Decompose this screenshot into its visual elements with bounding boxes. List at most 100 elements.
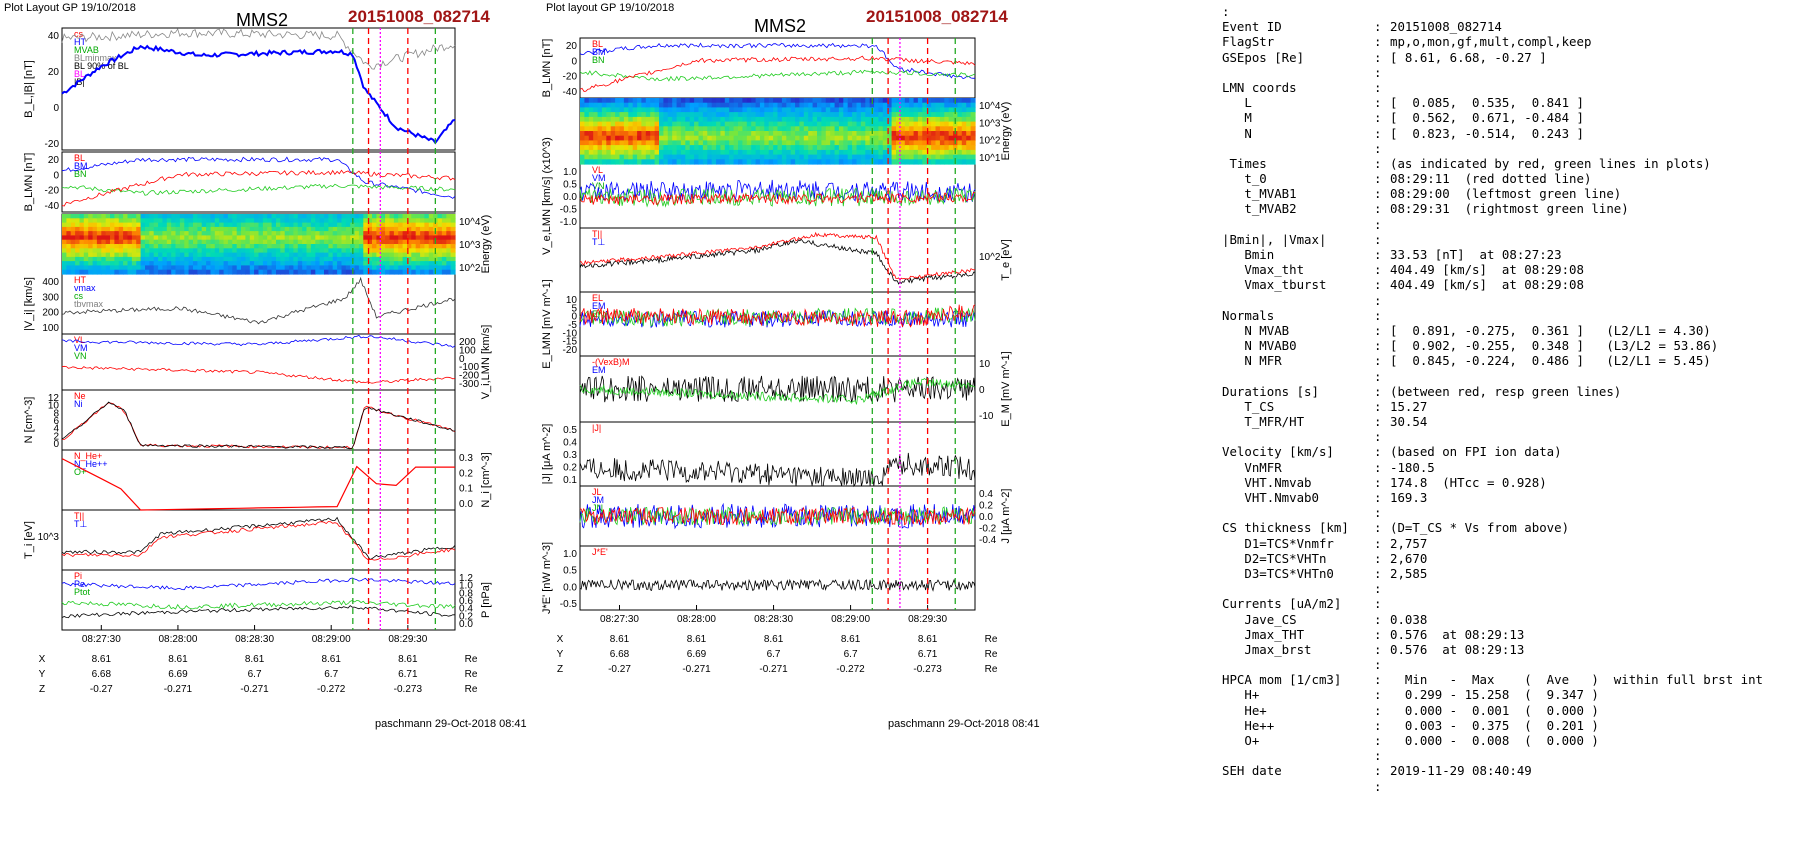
info-row: Velocity [km/s]: (based on FPI ion data)	[1222, 444, 1797, 459]
spectrogram-cell	[66, 256, 72, 262]
spectrogram-cell	[284, 256, 290, 262]
spectrogram-cell	[297, 235, 303, 241]
spectrogram-cell	[939, 126, 945, 132]
spectrogram-cell	[856, 140, 862, 146]
spectrogram-cell	[131, 218, 137, 224]
spectrogram-cell	[716, 149, 722, 156]
spectrogram-cell	[663, 135, 669, 141]
spectrogram-cell	[812, 112, 818, 118]
spectrogram-cell	[720, 121, 726, 127]
spectrogram-cell	[900, 116, 906, 123]
spectrogram-cell	[900, 159, 906, 165]
spectrogram-cell	[637, 98, 643, 104]
spectrogram-cell	[716, 154, 722, 160]
info-colon: :	[1374, 398, 1382, 414]
spectrogram-cell	[450, 256, 456, 262]
spectrogram-cell	[790, 145, 796, 151]
spectrogram-cell	[306, 269, 312, 275]
spectrogram-cell	[645, 131, 651, 137]
spectrogram-cell	[882, 102, 888, 108]
spectrogram-cell	[184, 226, 190, 232]
em-series	[579, 377, 976, 405]
spectrogram-cell	[580, 149, 585, 156]
spectrogram-cell	[310, 214, 316, 219]
spectrogram-cell	[588, 131, 594, 137]
spectrogram-cell	[786, 140, 792, 146]
spectrogram-cell	[672, 149, 678, 156]
info-colon: :	[1374, 231, 1382, 247]
spectrogram-cell	[645, 121, 651, 127]
spectrogram-cell	[276, 231, 281, 236]
spectrogram-cell	[645, 107, 651, 113]
spectrogram-cell	[184, 248, 190, 254]
spectrogram-cell	[680, 149, 686, 156]
y-tick-label: -40	[45, 201, 60, 212]
spectrogram-cell	[385, 252, 391, 258]
spectrogram-cell	[738, 112, 743, 118]
spectrogram-cell	[580, 116, 585, 123]
spectrogram-cell	[393, 244, 399, 249]
y-axis-label: P [nPa]	[480, 582, 492, 618]
spectrogram-cell	[210, 235, 216, 241]
spectrogram-cell	[628, 116, 634, 123]
spectrogram-cell	[302, 248, 308, 254]
spectrogram-cell	[702, 107, 708, 113]
spectrogram-cell	[650, 149, 656, 156]
spectrogram-cell	[891, 112, 897, 118]
spectrogram-cell	[641, 135, 647, 141]
spectrogram-cell	[764, 121, 770, 127]
spectrogram-cell	[136, 256, 142, 262]
info-value: 0.576 at 08:29:13	[1390, 641, 1525, 657]
y-tick-label: 10^1	[979, 153, 1001, 164]
spectrogram-cell	[227, 226, 233, 232]
spectrogram-cell	[153, 252, 159, 258]
spectrogram-cell	[131, 261, 137, 266]
spectrogram-cell	[158, 256, 164, 262]
spectrogram-cell	[637, 112, 643, 118]
spectrogram-cell	[131, 239, 137, 245]
spectrogram-cell	[900, 149, 906, 156]
spectrogram-cell	[580, 98, 585, 104]
spectrogram-cell	[262, 239, 268, 245]
spectrogram-cell	[790, 131, 796, 137]
legend-entry: VM	[592, 173, 606, 183]
spectrogram-cell	[904, 159, 910, 165]
spectrogram-cell	[145, 261, 150, 266]
spectrogram-cell	[171, 239, 177, 245]
spectrogram-cell	[393, 235, 399, 241]
spectrogram-cell	[289, 248, 295, 254]
spectrogram-cell	[393, 261, 399, 266]
spectrogram-cell	[790, 154, 796, 160]
spectrogram-cell	[428, 222, 434, 228]
spectrogram-cell	[236, 256, 242, 262]
spectrogram-cell	[926, 102, 932, 108]
spectrogram-cell	[601, 154, 607, 160]
spectrogram-cell	[389, 218, 395, 224]
spectrogram-cell	[593, 131, 599, 137]
spectrogram-cell	[799, 102, 805, 108]
spectrogram-cell	[101, 261, 107, 266]
spectrogram-cell	[825, 135, 831, 141]
spectrogram-cell	[197, 244, 203, 249]
spectrogram-cell	[847, 126, 853, 132]
spectrogram-cell	[149, 261, 155, 266]
spectrogram-cell	[606, 126, 612, 132]
spectrogram-cell	[223, 256, 229, 262]
y-tick-label: 0.3	[563, 450, 577, 461]
spectrogram-cell	[324, 261, 329, 266]
spectrogram-cell	[284, 226, 290, 232]
spectrogram-cell	[900, 145, 906, 151]
spectrogram-cell	[865, 121, 871, 127]
info-value: 404.49 [km/s] at 08:29:08	[1390, 277, 1584, 293]
spectrogram-cell	[619, 126, 625, 132]
spectrogram-cell	[136, 265, 142, 271]
spectrogram-cell	[786, 145, 792, 151]
spectrogram-cell	[623, 131, 629, 137]
spectrogram-cell	[254, 265, 260, 271]
spectrogram-cell	[672, 145, 678, 151]
spectrogram-cell	[847, 154, 853, 160]
spectrogram-cell	[874, 135, 880, 141]
left-footer: paschmann 29-Oct-2018 08:41	[375, 718, 527, 730]
spectrogram-cell	[860, 116, 866, 123]
spectrogram-cell	[641, 116, 647, 123]
